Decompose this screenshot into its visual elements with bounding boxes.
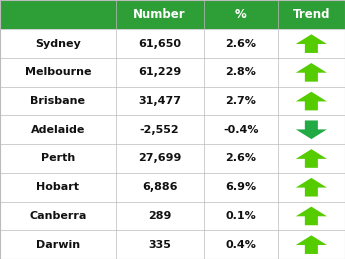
Bar: [0, 0, 345, 29]
Text: Brisbane: Brisbane: [30, 96, 85, 106]
Text: 2.8%: 2.8%: [225, 67, 256, 77]
Text: 61,229: 61,229: [138, 67, 181, 77]
Polygon shape: [296, 149, 327, 168]
Text: 6,886: 6,886: [142, 182, 177, 192]
Text: 61,650: 61,650: [138, 39, 181, 49]
Text: Hobart: Hobart: [36, 182, 79, 192]
Bar: [0, 116, 345, 144]
Text: Number: Number: [133, 8, 186, 21]
Bar: [0, 202, 345, 230]
Text: -0.4%: -0.4%: [223, 125, 258, 135]
Polygon shape: [296, 63, 327, 82]
Polygon shape: [296, 34, 327, 53]
Text: 31,477: 31,477: [138, 96, 181, 106]
Polygon shape: [296, 92, 327, 110]
Bar: [0, 87, 345, 116]
Text: Adelaide: Adelaide: [31, 125, 85, 135]
Bar: [0, 58, 345, 87]
Text: Canberra: Canberra: [29, 211, 87, 221]
Text: %: %: [235, 8, 247, 21]
Polygon shape: [296, 178, 327, 197]
Bar: [0, 29, 345, 58]
Polygon shape: [296, 235, 327, 254]
Text: 0.4%: 0.4%: [225, 240, 256, 250]
Text: 27,699: 27,699: [138, 154, 181, 163]
Text: Melbourne: Melbourne: [24, 67, 91, 77]
Text: 2.6%: 2.6%: [225, 39, 256, 49]
Text: Sydney: Sydney: [35, 39, 81, 49]
Text: Trend: Trend: [293, 8, 330, 21]
Text: 0.1%: 0.1%: [225, 211, 256, 221]
Text: Perth: Perth: [41, 154, 75, 163]
Text: 2.6%: 2.6%: [225, 154, 256, 163]
Polygon shape: [296, 120, 327, 139]
Text: Darwin: Darwin: [36, 240, 80, 250]
Polygon shape: [296, 207, 327, 225]
Text: 2.7%: 2.7%: [225, 96, 256, 106]
Bar: [0, 230, 345, 259]
Bar: [0, 173, 345, 202]
Text: 335: 335: [148, 240, 171, 250]
Text: 6.9%: 6.9%: [225, 182, 256, 192]
Text: -2,552: -2,552: [140, 125, 179, 135]
Text: 289: 289: [148, 211, 171, 221]
Bar: [0, 144, 345, 173]
